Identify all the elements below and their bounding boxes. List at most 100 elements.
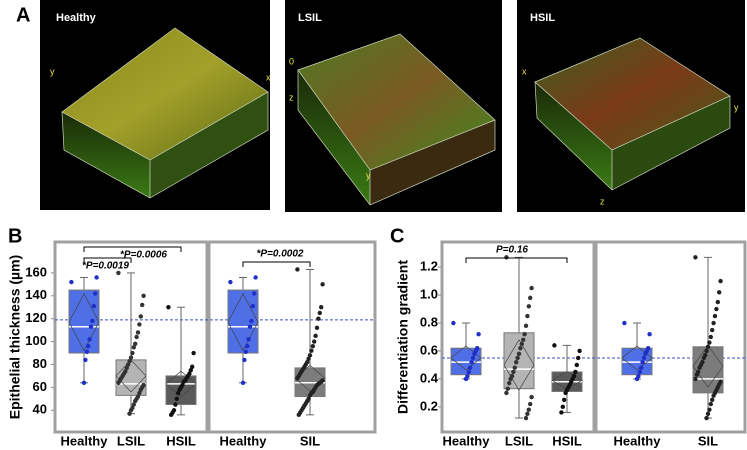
data-point <box>714 306 719 312</box>
data-point <box>701 355 706 361</box>
y-tick-label: 0.6 <box>420 342 438 357</box>
data-point <box>191 350 196 356</box>
y-tick-label: 40 <box>33 402 47 417</box>
data-point <box>317 310 322 316</box>
data-point <box>529 285 534 291</box>
data-point <box>704 348 709 354</box>
data-point <box>307 353 313 358</box>
data-point <box>319 305 324 310</box>
data-point <box>81 380 87 385</box>
data-point <box>528 295 533 301</box>
data-point <box>133 398 138 404</box>
y-tick-label: 1.0 <box>420 287 438 302</box>
data-point <box>574 362 579 368</box>
data-point <box>176 390 181 396</box>
data-point <box>128 408 134 413</box>
data-point <box>166 305 171 310</box>
data-point <box>135 330 141 335</box>
y-tick-label: 0.8 <box>420 314 438 329</box>
data-point <box>562 397 567 403</box>
data-point <box>507 380 512 386</box>
data-point <box>91 303 97 309</box>
data-point <box>93 291 98 296</box>
data-point <box>313 333 318 339</box>
image-hsil <box>517 0 745 212</box>
data-point <box>697 365 702 370</box>
mean-diamond <box>692 344 724 388</box>
data-point <box>140 302 145 308</box>
data-point <box>316 316 321 321</box>
data-point <box>710 397 715 403</box>
data-point <box>715 299 720 305</box>
p-value: P=0.16 <box>496 245 528 256</box>
data-point <box>88 324 94 329</box>
data-point <box>141 293 146 298</box>
axis-letter: y <box>734 102 739 112</box>
significance-bracket <box>83 246 182 252</box>
axis-letter: y <box>50 66 55 76</box>
data-point <box>523 415 529 421</box>
significance-bracket <box>83 257 132 263</box>
data-point <box>637 369 642 375</box>
data-point <box>131 402 136 407</box>
y-tick-label: 120 <box>25 310 47 325</box>
data-point <box>511 369 516 375</box>
data-point <box>309 348 314 353</box>
y-tick-label: 160 <box>25 264 47 279</box>
data-point <box>451 320 456 326</box>
data-point <box>576 355 581 361</box>
image-healthy <box>40 0 270 210</box>
mean-diamond <box>68 293 100 352</box>
significance-bracket <box>242 261 311 267</box>
data-point <box>242 357 247 363</box>
data-point <box>307 393 313 398</box>
data-point <box>177 387 182 392</box>
data-point <box>127 358 132 364</box>
data-point <box>552 343 557 348</box>
data-point <box>240 380 246 385</box>
data-point <box>130 350 135 356</box>
image-title: LSIL <box>298 12 322 24</box>
y-tick-label: 140 <box>25 287 47 302</box>
data-point <box>515 355 520 361</box>
data-point <box>519 341 524 347</box>
data-point <box>563 390 568 396</box>
data-point <box>116 380 121 385</box>
data-point <box>190 364 195 369</box>
data-point <box>528 401 533 407</box>
axis-letter: z <box>289 92 294 102</box>
y-tick-label: 100 <box>25 333 47 348</box>
facet-frame <box>207 240 377 434</box>
data-point <box>634 376 640 382</box>
significance-bracket <box>465 257 568 263</box>
p-value: *P=0.0006 <box>120 250 167 261</box>
data-point <box>708 401 713 407</box>
data-point <box>124 365 129 371</box>
image-title: HSIL <box>530 12 555 24</box>
data-point <box>711 320 716 326</box>
panel-label: A <box>16 4 30 26</box>
data-point <box>243 349 248 355</box>
data-point <box>707 340 712 345</box>
data-point <box>504 255 509 260</box>
axis-letter: z <box>600 196 605 206</box>
data-point <box>84 349 90 355</box>
data-point <box>314 325 320 331</box>
data-point <box>134 334 139 340</box>
data-point <box>138 314 143 319</box>
facet-frame <box>53 240 209 434</box>
data-point <box>90 318 95 324</box>
panel-label: B <box>8 225 22 247</box>
data-point <box>643 351 648 356</box>
x-tick-label: Healthy <box>61 433 109 448</box>
data-point <box>131 345 136 350</box>
data-point <box>126 362 131 367</box>
x-tick-label: LSIL <box>117 433 145 448</box>
data-point <box>116 270 121 276</box>
data-point <box>718 278 723 284</box>
data-point <box>639 365 644 370</box>
y-axis-label: Epithelial thickness (µm) <box>7 255 23 419</box>
y-tick-label: 0.2 <box>420 398 438 413</box>
data-point <box>466 369 471 375</box>
mean-diamond <box>450 345 482 371</box>
